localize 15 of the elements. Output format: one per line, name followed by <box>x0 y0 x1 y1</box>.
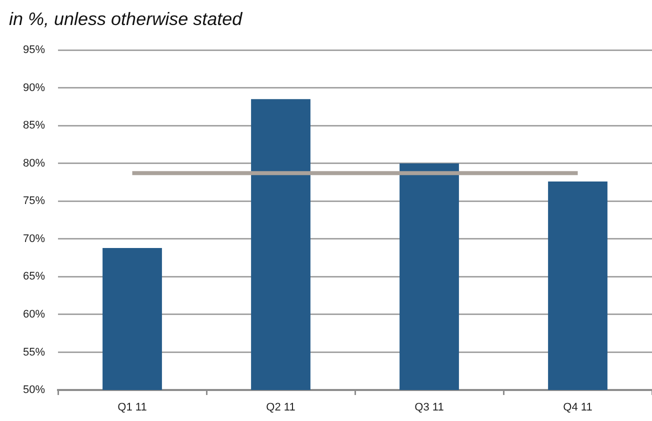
x-tick-label: Q3 11 <box>414 402 444 414</box>
y-tick-label: 75% <box>22 195 46 208</box>
chart-subtitle: in %, unless otherwise stated <box>9 9 242 30</box>
y-tick-label: 50% <box>22 384 46 396</box>
y-tick-label: 65% <box>22 270 46 283</box>
x-tick-label: Q1 11 <box>118 402 147 414</box>
y-tick-label: 55% <box>22 346 46 358</box>
y-tick-label: 90% <box>22 82 46 94</box>
y-tick-label: 95% <box>22 44 46 56</box>
y-tick-label: 60% <box>22 308 46 320</box>
x-tick-label: Q2 11 <box>266 402 296 414</box>
y-tick-label: 70% <box>22 232 46 245</box>
y-tick-label: 85% <box>22 120 46 132</box>
y-tick-label: 80% <box>22 157 46 170</box>
x-tick-label: Q4 11 <box>563 402 592 414</box>
